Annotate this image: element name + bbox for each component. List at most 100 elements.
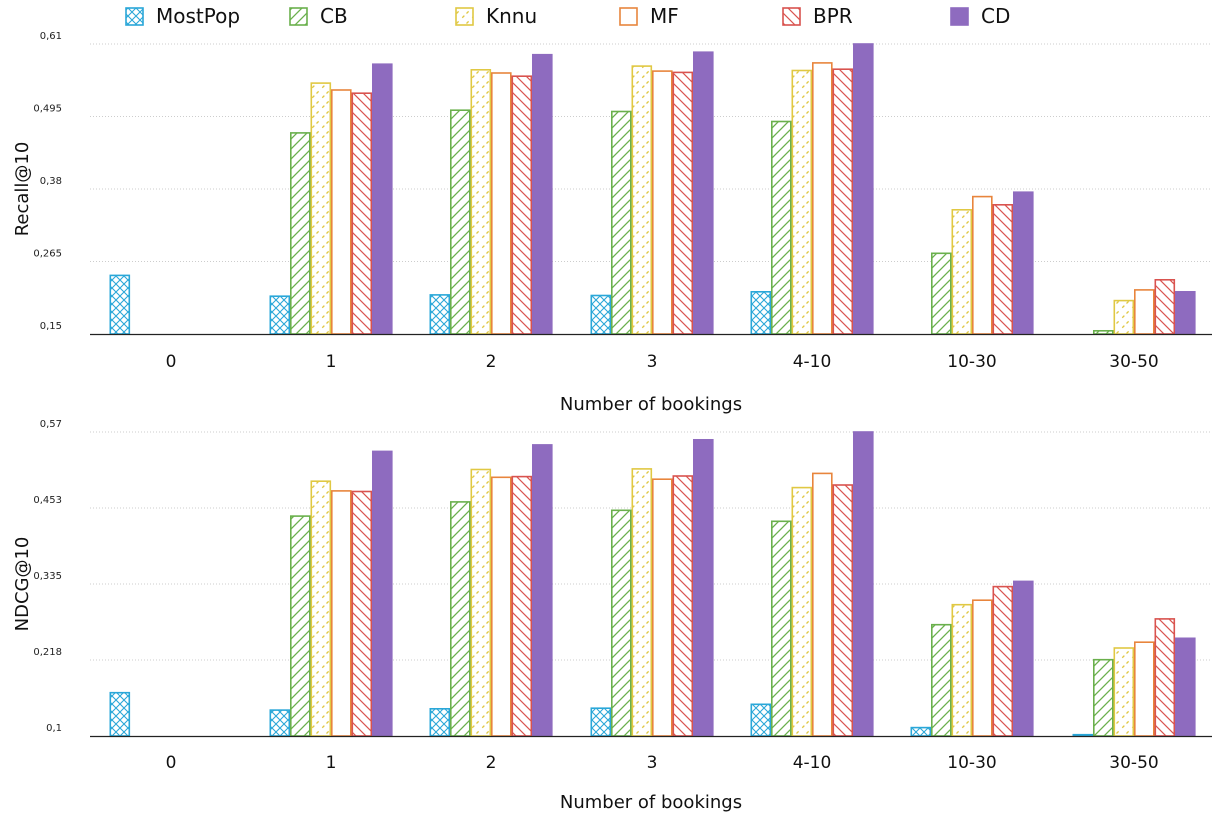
bar-mf-2 [490, 476, 512, 737]
bar-cd-4-10 [852, 43, 874, 335]
x-tick-label: 4-10 [793, 352, 832, 372]
bar-mostpop-4-10 [750, 703, 772, 737]
bar-mostpop-0 [109, 274, 131, 335]
bar-bpr-2 [511, 475, 533, 737]
legend-label-mostpop: MostPop [156, 4, 240, 28]
bar-mostpop-2 [429, 707, 451, 737]
bar-knnu-30-50 [1113, 299, 1135, 335]
bar-cb-4-10 [770, 120, 792, 335]
x-tick-label: 30-50 [1109, 753, 1158, 773]
x-tick-label: 30-50 [1109, 352, 1158, 372]
legend-swatch-cd [950, 7, 969, 26]
bar-cd-2 [531, 53, 553, 335]
bar-mf-4-10 [811, 62, 833, 335]
bar-bpr-3 [672, 475, 694, 737]
bar-cd-3 [692, 438, 714, 737]
bar-cb-2 [449, 501, 471, 737]
bar-cb-4-10 [770, 520, 792, 737]
bar-bpr-10-30 [992, 585, 1014, 737]
bar-cb-1 [289, 132, 311, 335]
y-tick-label: 0,38 [40, 176, 62, 187]
bar-mf-3 [651, 70, 673, 335]
bar-mf-1 [330, 490, 352, 737]
legend-label-mf: MF [650, 4, 679, 28]
bar-mostpop-3 [590, 707, 612, 737]
bar-mf-4-10 [811, 472, 833, 737]
bar-cb-3 [610, 110, 632, 335]
y-tick-label: 0,335 [33, 571, 62, 582]
bar-cd-30-50 [1175, 637, 1196, 737]
bar-cb-30-50 [1093, 658, 1114, 737]
x-tick-label: 0 [166, 352, 177, 372]
bar-mostpop-1 [269, 295, 291, 335]
legend-item-knnu: Knnu [455, 4, 537, 28]
bar-knnu-4-10 [791, 69, 813, 335]
x-tick-label: 10-30 [947, 352, 996, 372]
bar-cb-10-30 [930, 623, 952, 737]
bar-bpr-2 [511, 75, 533, 335]
bar-cb-3 [610, 509, 632, 737]
y-axis-title: Recall@10 [12, 142, 33, 237]
y-tick-label: 0,57 [40, 419, 62, 430]
legend-label-bpr: BPR [813, 4, 853, 28]
legend-item-bpr: BPR [782, 4, 853, 28]
bar-knnu-10-30 [951, 603, 973, 737]
bar-bpr-30-50 [1154, 618, 1176, 737]
bar-knnu-2 [470, 468, 492, 737]
bar-mostpop-0 [109, 691, 131, 737]
ndcg-chart: 0,1 0,218 0,335 0,453 0,57 0 1 2 3 4-10 10-30 30-50… [12, 419, 1212, 813]
bar-mf-10-30 [971, 599, 993, 737]
bar-mostpop-10-30 [910, 726, 932, 737]
y-axis-title: NDCG@10 [12, 537, 33, 632]
legend-swatch-knnu [455, 7, 474, 26]
bar-cb-1 [289, 515, 311, 737]
bar-cd-10-30 [1012, 580, 1034, 737]
x-tick-label: 4-10 [793, 753, 832, 773]
y-tick-label: 0,495 [33, 104, 62, 115]
y-tick-label: 0,61 [40, 31, 62, 42]
legend-item-mostpop: MostPop [125, 4, 240, 28]
bar-cd-30-50 [1175, 290, 1196, 335]
x-axis-title: Number of bookings [560, 792, 742, 813]
bar-bpr-4-10 [832, 68, 854, 335]
x-tick-label: 3 [647, 753, 658, 773]
bar-cd-4-10 [852, 431, 874, 737]
legend-item-mf: MF [619, 4, 679, 28]
bar-knnu-1 [310, 82, 332, 335]
y-tick-label: 0,265 [33, 249, 62, 260]
legend: MostPop CB Knnu MF BPR CD [125, 4, 1010, 28]
y-tick-label: 0,453 [33, 495, 62, 506]
bar-mostpop-30-50 [1072, 733, 1094, 737]
y-tick-label: 0,1 [46, 723, 62, 734]
bar-mf-3 [651, 478, 673, 737]
recall-chart: 0,15 0,265 0,38 0,495 0,61 0 1 2 3 4-10 10-30 30-50… [12, 31, 1212, 415]
y-tick-label: 0,218 [33, 647, 62, 658]
bar-cb-10-30 [930, 252, 952, 335]
x-tick-label: 10-30 [947, 753, 996, 773]
x-axis-title: Number of bookings [560, 394, 742, 415]
bar-mostpop-2 [429, 294, 451, 335]
legend-label-cd: CD [981, 4, 1010, 28]
legend-item-cd: CD [950, 4, 1010, 28]
bar-knnu-2 [470, 69, 492, 335]
bar-knnu-3 [631, 65, 653, 335]
x-tick-label: 3 [647, 352, 658, 372]
x-tick-label: 2 [486, 352, 497, 372]
legend-swatch-mostpop [125, 7, 144, 26]
bar-cd-1 [371, 450, 393, 737]
bar-bpr-4-10 [832, 484, 854, 737]
bar-mf-30-50 [1134, 289, 1155, 335]
y-tick-label: 0,15 [40, 321, 62, 332]
bar-cd-3 [692, 51, 714, 335]
legend-swatch-cb [289, 7, 308, 26]
bar-mostpop-4-10 [750, 290, 772, 335]
legend-label-knnu: Knnu [486, 4, 537, 28]
bar-cb-2 [449, 109, 471, 335]
bar-knnu-3 [631, 468, 653, 737]
bar-bpr-10-30 [992, 204, 1014, 335]
bar-bpr-30-50 [1154, 278, 1176, 335]
legend-swatch-mf [619, 7, 638, 26]
bar-bpr-1 [351, 490, 373, 737]
bar-mostpop-3 [590, 294, 612, 335]
bar-cd-10-30 [1012, 191, 1034, 335]
